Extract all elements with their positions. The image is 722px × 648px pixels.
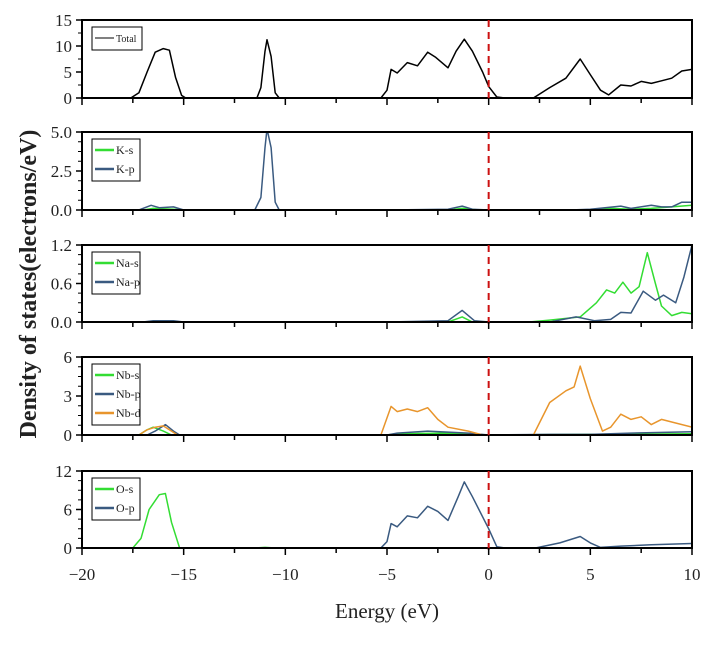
y-tick-label: 6: [64, 501, 73, 520]
y-tick-label: 15: [55, 11, 72, 30]
series-line-k-p: [82, 131, 692, 210]
legend-label-nb-p: Nb-p: [116, 387, 141, 401]
series-line-total: [82, 38, 692, 98]
x-tick-label: 10: [684, 565, 701, 584]
legend-label-nb-s: Nb-s: [116, 368, 140, 382]
x-tick-label: −15: [170, 565, 197, 584]
legend-label-total: Total: [116, 34, 137, 45]
series-line-na-p: [82, 244, 692, 322]
y-tick-label: 0: [64, 539, 73, 558]
legend-box: [91, 251, 141, 295]
legend-label-k-s: K-s: [116, 143, 134, 157]
y-tick-label: 6: [64, 348, 73, 367]
panel-frame: [81, 19, 693, 99]
y-tick-label: 0.6: [51, 275, 72, 294]
y-tick-label: 5.0: [51, 123, 72, 142]
y-tick-label: 0: [64, 426, 73, 445]
x-axis-label: Energy (eV): [335, 599, 439, 623]
x-tick-label: −5: [378, 565, 396, 584]
y-tick-label: 0.0: [51, 201, 72, 220]
series-line-o-p: [82, 481, 692, 548]
series-line-na-s: [82, 251, 692, 322]
legend-label-k-p: K-p: [116, 162, 135, 176]
legend-label-na-p: Na-p: [116, 275, 140, 289]
legend-label-o-s: O-s: [116, 482, 134, 496]
legend-label-na-s: Na-s: [116, 256, 139, 270]
y-tick-label: 2.5: [51, 162, 72, 181]
y-axis-label: Density of states(electrons/eV): [16, 130, 42, 439]
legend-label-o-p: O-p: [116, 501, 135, 515]
panel-frame: [81, 244, 693, 323]
y-tick-label: 0: [64, 89, 73, 108]
y-tick-label: 5: [64, 63, 73, 82]
x-tick-label: −10: [272, 565, 299, 584]
y-tick-label: 3: [64, 387, 73, 406]
x-tick-label: −20: [69, 565, 96, 584]
y-tick-label: 12: [55, 462, 72, 481]
x-tick-label: 0: [484, 565, 493, 584]
series-line-nb-d: [82, 365, 692, 435]
legend-box: [91, 26, 143, 51]
panel-frame: [81, 131, 693, 211]
y-tick-label: 0.0: [51, 313, 72, 332]
panel-frame: [81, 470, 693, 549]
y-tick-label: 1.2: [51, 236, 72, 255]
panel-frame: [81, 356, 693, 436]
y-tick-label: 10: [55, 37, 72, 56]
legend-label-nb-d: Nb-d: [116, 406, 141, 420]
x-tick-label: 5: [586, 565, 595, 584]
legend-box: [91, 138, 141, 182]
legend-box: [91, 477, 141, 521]
